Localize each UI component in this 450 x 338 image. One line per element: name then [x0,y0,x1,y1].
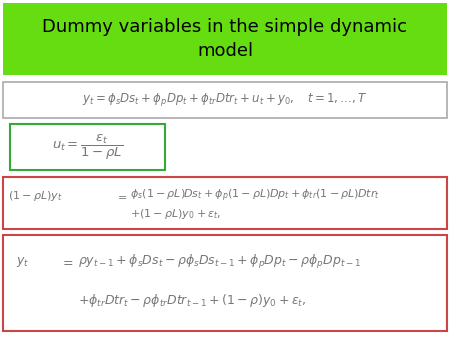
Text: $y_t$: $y_t$ [16,255,29,269]
Text: Dummy variables in the simple dynamic
model: Dummy variables in the simple dynamic mo… [42,18,408,60]
Text: $+\phi_{tr} Dtr_t - \rho\phi_{tr} Dtr_{t-1} + (1-\rho)y_0 + \varepsilon_t,$: $+\phi_{tr} Dtr_t - \rho\phi_{tr} Dtr_{t… [78,292,306,309]
Text: $\rho y_{t-1} + \phi_s Ds_t - \rho\phi_s Ds_{t-1} + \phi_p Dp_t - \rho\phi_p Dp_: $\rho y_{t-1} + \phi_s Ds_t - \rho\phi_s… [78,253,361,271]
Bar [3,235,447,331]
Text: $y_t = \phi_s Ds_t + \phi_p Dp_t + \phi_{tr} Dtr_t + u_t + y_0, \quad t = 1, \ld: $y_t = \phi_s Ds_t + \phi_p Dp_t + \phi_… [82,92,368,108]
Bar [3,3,447,75]
Text: $(1 - \rho L)y_t$: $(1 - \rho L)y_t$ [8,189,63,203]
Text: $=$: $=$ [60,256,74,268]
Bar [3,177,447,229]
Text: $=$: $=$ [115,191,127,201]
Text: $u_t = \dfrac{\varepsilon_t}{1 - \rho L}$: $u_t = \dfrac{\varepsilon_t}{1 - \rho L}… [52,132,123,162]
Bar [10,124,165,170]
Text: $+(1 - \rho L)y_0 + \varepsilon_t,$: $+(1 - \rho L)y_0 + \varepsilon_t,$ [130,208,221,221]
Text: $\phi_s(1 - \rho L)Ds_t + \phi_p(1 - \rho L)Dp_t + \phi_{tr}(1 - \rho L)Dtr_t$: $\phi_s(1 - \rho L)Ds_t + \phi_p(1 - \rh… [130,188,380,204]
Bar [3,82,447,118]
